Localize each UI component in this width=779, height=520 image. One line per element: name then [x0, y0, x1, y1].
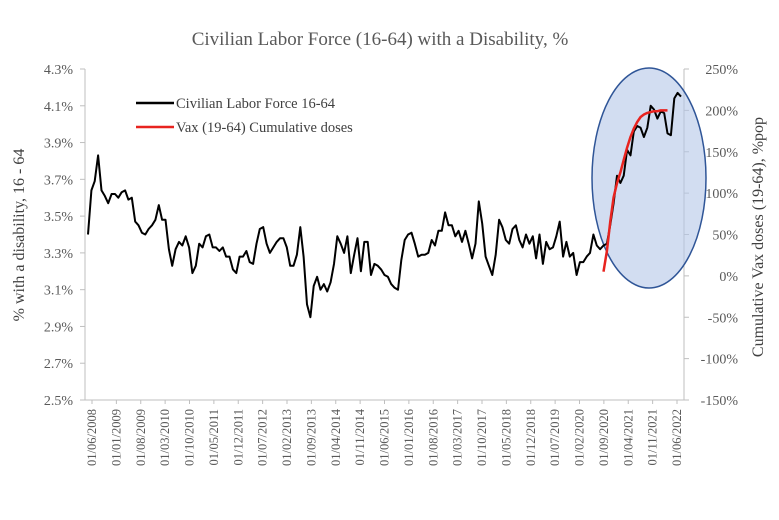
left-axis-ticks: 4.3% 4.1% 3.9% 3.7% 3.5% 3.3% 3.1% 2.9% 2.7% 2.5%: [44, 63, 85, 409]
right-axis-title: Cumulative Vax doses (19-64), %pop: [750, 117, 767, 357]
series-layer: [87, 91, 682, 319]
x-tick-label: 01/10/2010: [183, 409, 197, 466]
x-tick-label: 01/01/2016: [402, 409, 416, 466]
right-axis-ticks: 250% 200% 150% 100% 50% 0% -50% -100% -150%: [684, 63, 738, 409]
x-tick-label: 01/07/2012: [256, 409, 270, 466]
left-tick-label: 2.5%: [44, 394, 74, 409]
left-tick-label: 3.7%: [44, 173, 74, 188]
left-tick-label: 3.5%: [44, 210, 74, 225]
series-line-vax-doses: [602, 109, 668, 272]
x-tick-label: 01/08/2016: [426, 409, 440, 466]
x-tick-label: 01/03/2010: [158, 409, 172, 466]
x-tick-label: 01/01/2009: [109, 409, 123, 466]
x-tick-label: 01/03/2017: [451, 409, 465, 466]
x-tick-label: 01/07/2019: [548, 409, 562, 466]
x-tick-label: 01/02/2020: [573, 409, 587, 466]
x-tick-label: 01/06/2022: [670, 409, 684, 466]
x-tick-label: 01/09/2020: [597, 409, 611, 466]
legend-label-labor: Civilian Labor Force 16-64: [176, 96, 336, 112]
right-tick-label: 200%: [705, 104, 738, 119]
left-tick-label: 4.1%: [44, 100, 74, 115]
x-tick-label: 01/05/2018: [499, 409, 513, 466]
x-tick-label: 01/12/2018: [524, 409, 538, 466]
x-tick-label: 01/04/2014: [329, 408, 343, 466]
x-tick-label: 01/05/2011: [207, 409, 221, 465]
right-tick-label: 250%: [705, 63, 738, 78]
x-tick-label: 01/08/2009: [134, 409, 148, 466]
series-line-labor-force: [87, 91, 682, 319]
x-tick-label: 01/10/2017: [475, 409, 489, 466]
x-tick-label: 01/11/2014: [353, 408, 367, 465]
chart-title: Civilian Labor Force (16-64) with a Disa…: [192, 29, 569, 50]
legend: Civilian Labor Force 16-64 Vax (19-64) C…: [136, 96, 353, 136]
x-axis-ticks: 01/06/2008 01/01/2009 01/08/2009 01/03/2010…: [85, 400, 684, 466]
left-tick-label: 3.3%: [44, 247, 74, 262]
right-tick-label: 100%: [705, 187, 738, 202]
left-tick-label: 2.7%: [44, 357, 74, 372]
right-tick-label: -150%: [701, 394, 739, 409]
left-axis-title: % with a disability, 16 - 64: [11, 149, 28, 322]
x-tick-label: 01/02/2013: [280, 409, 294, 466]
right-tick-label: -100%: [701, 353, 739, 368]
left-tick-label: 2.9%: [44, 320, 74, 335]
x-tick-label: 01/06/2015: [378, 409, 392, 466]
x-tick-label: 01/09/2013: [304, 409, 318, 466]
x-tick-label: 01/12/2011: [231, 409, 245, 465]
legend-label-vax: Vax (19-64) Cumulative doses: [176, 120, 353, 136]
right-tick-label: 50%: [712, 229, 738, 244]
highlight-ellipse: [591, 67, 707, 289]
x-tick-label: 01/11/2021: [646, 409, 660, 465]
x-tick-label: 01/04/2021: [621, 409, 635, 466]
left-tick-label: 3.1%: [44, 284, 74, 299]
right-tick-label: 0%: [719, 270, 738, 285]
right-tick-label: 150%: [705, 146, 738, 161]
left-tick-label: 3.9%: [44, 137, 74, 152]
x-tick-label: 01/06/2008: [85, 409, 99, 466]
left-tick-label: 4.3%: [44, 63, 74, 78]
right-tick-label: -50%: [708, 311, 739, 326]
